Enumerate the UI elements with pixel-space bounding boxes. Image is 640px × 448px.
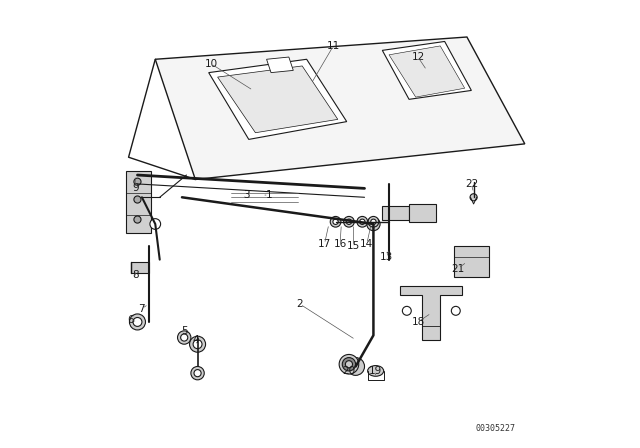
Circle shape	[180, 334, 188, 341]
Circle shape	[194, 370, 201, 377]
Circle shape	[330, 216, 341, 227]
Text: 21: 21	[451, 263, 465, 274]
Circle shape	[347, 358, 365, 375]
Bar	[131, 262, 148, 273]
Circle shape	[189, 336, 205, 352]
Circle shape	[470, 194, 477, 201]
Polygon shape	[126, 171, 151, 233]
Text: 4: 4	[192, 335, 198, 345]
Circle shape	[339, 354, 359, 374]
Text: 22: 22	[465, 179, 478, 189]
Circle shape	[134, 216, 141, 223]
Polygon shape	[209, 59, 347, 139]
Polygon shape	[267, 57, 293, 73]
Circle shape	[342, 358, 356, 371]
Text: 3: 3	[243, 190, 250, 200]
Polygon shape	[218, 66, 338, 133]
Polygon shape	[454, 246, 489, 277]
Text: 12: 12	[412, 52, 424, 62]
Polygon shape	[400, 286, 463, 340]
Text: 15: 15	[347, 241, 360, 251]
Text: 20: 20	[342, 366, 355, 376]
Circle shape	[333, 219, 339, 224]
Text: 10: 10	[204, 59, 218, 69]
Text: 7: 7	[139, 304, 145, 314]
Bar	[409, 204, 436, 222]
Text: 16: 16	[333, 239, 347, 249]
Polygon shape	[382, 42, 472, 99]
Polygon shape	[389, 46, 465, 97]
Circle shape	[344, 216, 355, 227]
Circle shape	[346, 361, 353, 368]
Text: 18: 18	[412, 317, 424, 327]
Circle shape	[451, 306, 460, 315]
Bar	[382, 206, 409, 220]
Text: 17: 17	[318, 239, 331, 249]
Text: 6: 6	[127, 315, 134, 325]
Text: 11: 11	[327, 41, 340, 51]
Text: 19: 19	[369, 366, 382, 376]
Circle shape	[403, 306, 412, 315]
Circle shape	[193, 340, 202, 349]
Circle shape	[129, 314, 145, 330]
Circle shape	[346, 219, 351, 224]
Circle shape	[371, 219, 376, 224]
Circle shape	[150, 219, 161, 229]
Circle shape	[367, 217, 380, 231]
Text: 13: 13	[380, 252, 394, 263]
Circle shape	[134, 178, 141, 185]
Ellipse shape	[367, 366, 383, 376]
Circle shape	[357, 216, 367, 227]
Circle shape	[191, 366, 204, 380]
Text: 2: 2	[297, 299, 303, 309]
Circle shape	[177, 331, 191, 344]
Circle shape	[368, 216, 379, 227]
Polygon shape	[156, 37, 525, 180]
Text: 9: 9	[132, 183, 138, 194]
Text: 1: 1	[266, 190, 272, 200]
Text: 5: 5	[181, 326, 188, 336]
Text: 00305227: 00305227	[476, 424, 516, 433]
Text: 14: 14	[360, 239, 373, 249]
Circle shape	[360, 219, 365, 224]
Text: 8: 8	[132, 270, 138, 280]
Circle shape	[133, 318, 142, 327]
Circle shape	[134, 196, 141, 203]
